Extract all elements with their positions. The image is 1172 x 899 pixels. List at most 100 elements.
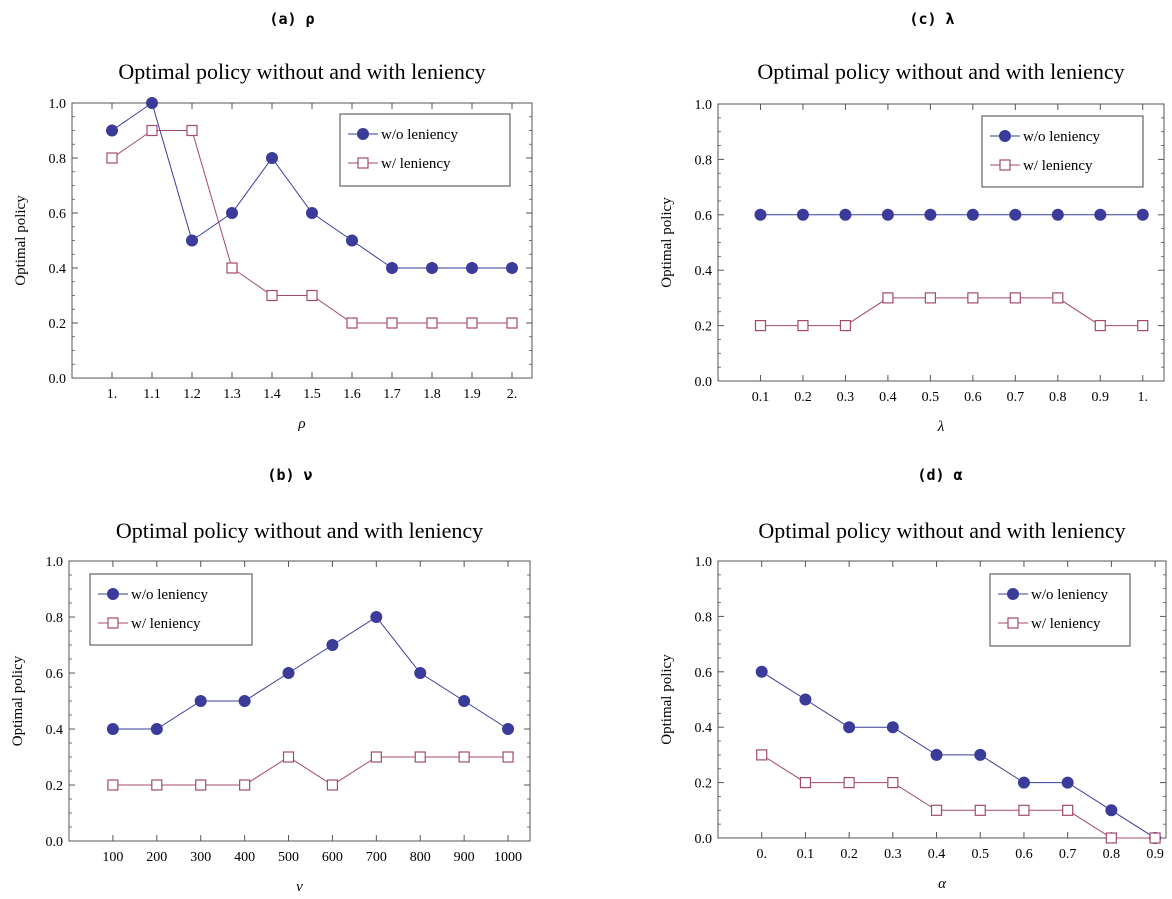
data-point-w xyxy=(839,320,852,332)
data-point-wo xyxy=(839,208,852,221)
y-tick-label: 0.0 xyxy=(695,832,713,847)
x-tick-label: 2. xyxy=(507,387,518,402)
x-tick-label: 1.2 xyxy=(183,387,201,402)
data-point-w xyxy=(466,317,478,329)
data-point-w xyxy=(506,317,518,329)
data-point-w xyxy=(1105,832,1117,844)
panel-label: (c) λ xyxy=(909,10,954,28)
legend: w/o leniency w/ leniency xyxy=(989,573,1131,647)
data-point-w xyxy=(458,751,470,763)
data-point-w xyxy=(754,320,767,332)
x-tick-label: 1.4 xyxy=(263,387,281,402)
legend-label-wo: w/o leniency xyxy=(381,127,459,143)
x-tick-label: 0.5 xyxy=(971,847,989,862)
x-tick-label: 900 xyxy=(454,850,475,865)
x-tick-label: 1.7 xyxy=(383,387,401,402)
data-point-wo xyxy=(502,723,515,735)
data-point-wo xyxy=(974,748,987,761)
legend-box xyxy=(89,573,253,646)
x-tick-label: 0.2 xyxy=(794,390,812,405)
x-tick-label: 0. xyxy=(756,847,767,862)
y-tick-label: 0.8 xyxy=(695,153,713,168)
data-point-w xyxy=(756,749,768,761)
legend-label-w: w/ leniency xyxy=(381,156,451,172)
data-point-wo xyxy=(186,234,198,247)
legend: w/o leniency w/ leniency xyxy=(89,573,253,646)
data-point-w xyxy=(1149,832,1161,844)
chart-title: Optimal policy without and with leniency xyxy=(757,59,1124,84)
x-tick-label: 0.3 xyxy=(884,847,902,862)
y-tick-label: 0.2 xyxy=(695,777,713,792)
x-tick-label: 0.3 xyxy=(837,390,855,405)
y-tick-label: 0.2 xyxy=(49,317,67,332)
y-tick-label: 0.4 xyxy=(695,264,713,279)
data-point-w xyxy=(239,779,251,791)
y-tick-label: 1.0 xyxy=(695,98,713,113)
y-tick-label: 0.6 xyxy=(695,666,713,681)
y-tick-label: 0.4 xyxy=(695,721,713,736)
chart-title: Optimal policy without and with leniency xyxy=(118,59,485,84)
x-tick-label: 400 xyxy=(234,850,255,865)
data-point-wo xyxy=(146,97,158,109)
data-point-wo xyxy=(306,207,318,219)
data-point-wo xyxy=(458,695,471,707)
legend-label-wo: w/o leniency xyxy=(131,587,209,603)
x-tick-label: 500 xyxy=(278,850,299,865)
legend-label-w: w/ leniency xyxy=(1031,616,1101,632)
data-point-wo xyxy=(1009,208,1022,221)
data-point-wo xyxy=(1136,208,1149,221)
x-axis-label: ν xyxy=(296,879,303,895)
x-tick-label: 1.1 xyxy=(143,387,161,402)
data-point-w xyxy=(1018,804,1030,816)
chart-panel-4: (d) α Optimal policy without and with len… xyxy=(659,466,1167,892)
x-tick-label: 100 xyxy=(102,850,123,865)
chart-panel-1: (a) ρ Optimal policy without and with len… xyxy=(13,10,533,432)
data-point-w xyxy=(930,804,943,816)
x-tick-label: 1.6 xyxy=(343,387,361,402)
data-point-w xyxy=(799,776,812,789)
panel-label: (d) α xyxy=(917,466,962,484)
y-tick-label: 0.4 xyxy=(46,723,64,738)
x-axis-label: α xyxy=(938,876,947,892)
data-point-w xyxy=(797,320,809,332)
data-point-w xyxy=(502,751,514,763)
legend-marker-w xyxy=(999,159,1011,171)
x-axis-label: ρ xyxy=(297,416,305,432)
legend-label-wo: w/o leniency xyxy=(1023,129,1101,145)
x-tick-label: 1000 xyxy=(494,850,522,865)
data-point-wo xyxy=(754,208,767,221)
data-point-w xyxy=(426,317,438,329)
chart-panel-3: (b) ν Optimal policy without and with len… xyxy=(10,466,531,895)
data-point-w xyxy=(1137,320,1149,332)
data-point-wo xyxy=(1051,208,1064,221)
data-point-wo xyxy=(346,234,358,247)
y-tick-label: 0.2 xyxy=(46,779,64,794)
x-tick-label: 0.9 xyxy=(1146,847,1164,862)
x-tick-label: 0.4 xyxy=(879,390,897,405)
data-point-wo xyxy=(386,262,398,274)
data-point-w xyxy=(266,289,278,302)
x-tick-label: 300 xyxy=(190,850,211,865)
data-point-wo xyxy=(226,207,238,219)
data-point-w xyxy=(346,317,358,329)
x-tick-label: 0.9 xyxy=(1092,390,1110,405)
panel-label: (b) ν xyxy=(267,466,312,484)
data-point-wo xyxy=(886,721,899,734)
data-point-wo xyxy=(414,667,427,679)
y-tick-label: 0.2 xyxy=(695,320,713,335)
legend-marker-wo xyxy=(1007,588,1019,600)
data-point-wo xyxy=(282,667,295,679)
data-point-wo xyxy=(106,723,119,735)
y-tick-label: 0.8 xyxy=(46,611,64,626)
legend-marker-wo xyxy=(357,128,369,140)
x-axis-label: λ xyxy=(937,419,945,435)
legend-box xyxy=(339,113,511,187)
data-point-w xyxy=(414,751,426,763)
y-tick-label: 0.6 xyxy=(695,209,713,224)
series-line-w xyxy=(112,756,509,786)
x-tick-label: 600 xyxy=(322,850,343,865)
x-tick-label: 1.9 xyxy=(463,387,481,402)
legend-label-w: w/ leniency xyxy=(1023,158,1093,174)
data-point-w xyxy=(882,292,894,304)
y-axis-label: Optimal policy xyxy=(659,197,675,288)
